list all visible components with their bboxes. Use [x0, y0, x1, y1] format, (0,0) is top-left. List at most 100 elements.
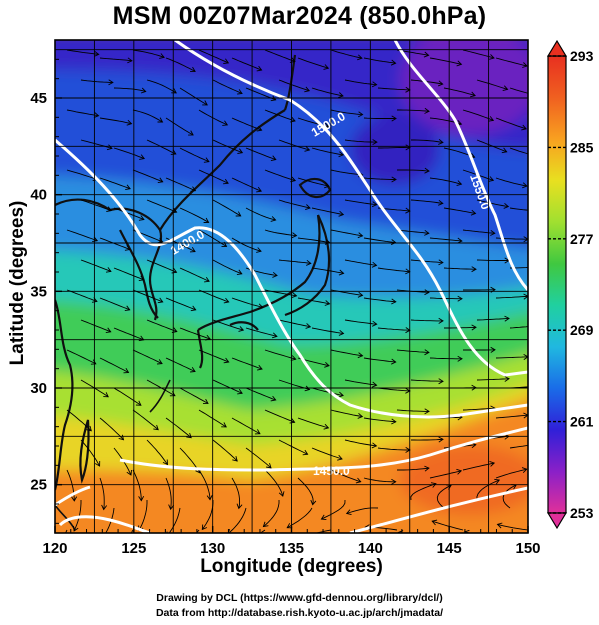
streamline-arrowhead: [291, 232, 298, 239]
streamline: [344, 199, 377, 206]
streamline-arrowhead: [570, 315, 575, 320]
streamline: [113, 387, 142, 406]
streamline: [330, 469, 361, 483]
streamline: [198, 49, 229, 64]
streamline: [264, 49, 296, 62]
streamline: [363, 297, 396, 303]
streamline-arrowhead: [223, 357, 230, 364]
streamline-arrowhead: [504, 315, 510, 322]
streamline: [264, 469, 284, 497]
streamline-arrowhead: [522, 62, 528, 68]
streamline-arrowhead: [254, 429, 261, 435]
streamline: [429, 357, 462, 360]
streamline: [476, 378, 510, 381]
streamline-arrowhead: [206, 494, 213, 501]
streamline: [165, 177, 196, 192]
streamline-arrowhead: [159, 53, 165, 59]
streamline-arrowhead: [391, 298, 397, 305]
streamline-arrowhead: [338, 92, 344, 99]
streamline: [363, 477, 396, 483]
streamline-arrowhead: [223, 178, 229, 185]
streamline-arrowhead: [270, 95, 277, 102]
streamline-arrowhead: [235, 211, 242, 217]
streamline-arrowhead: [504, 376, 510, 382]
streamline: [245, 147, 276, 161]
streamline: [377, 447, 410, 451]
streamline-arrowhead: [86, 425, 92, 432]
streamline: [66, 169, 98, 180]
streamline: [436, 484, 452, 509]
streamline: [330, 409, 363, 418]
streamline-arrowhead: [156, 359, 163, 365]
streamline-arrowhead: [320, 514, 327, 521]
streamline-arrowhead: [222, 120, 229, 126]
streamline: [476, 259, 509, 261]
streamline: [132, 349, 163, 365]
streamline-arrowhead: [106, 206, 113, 212]
streamline-arrowhead: [190, 66, 196, 73]
streamline-arrowhead: [138, 215, 145, 221]
y-tick-label: 40: [30, 187, 47, 204]
streamline: [330, 109, 363, 116]
streamline-arrowhead: [536, 154, 541, 159]
streamline-arrowhead: [522, 182, 528, 189]
streamline: [429, 177, 462, 185]
streamline-arrowhead: [521, 467, 528, 474]
streamline: [113, 267, 144, 281]
streamline-arrowhead: [431, 519, 438, 526]
streamline: [80, 139, 113, 149]
streamline-arrowhead: [338, 269, 345, 276]
streamline-arrowhead: [257, 364, 263, 371]
streamline: [377, 87, 410, 91]
x-axis-ticks: 120 125 130 135 140 145 150: [42, 526, 541, 557]
streamline-arrowhead: [223, 297, 230, 304]
streamline-arrowhead: [256, 247, 262, 253]
streamline-arrowhead: [272, 271, 278, 278]
streamline-arrowhead: [490, 346, 496, 353]
streamline: [212, 199, 241, 217]
streamline: [99, 357, 129, 373]
streamline: [231, 357, 263, 370]
streamline-arrowhead: [371, 381, 378, 388]
streamline-arrowhead: [537, 323, 542, 328]
streamline: [509, 444, 528, 449]
streamline: [212, 439, 238, 462]
streamline-arrowhead: [123, 367, 130, 374]
streamline: [179, 207, 209, 223]
colorbar-tick-label: 277: [570, 231, 594, 247]
streamline: [330, 349, 363, 357]
streamline-arrowhead: [345, 509, 352, 516]
streamline-arrowhead: [457, 237, 463, 244]
streamline-arrowhead: [271, 332, 278, 339]
streamline-arrowhead: [323, 423, 330, 430]
streamline: [231, 57, 262, 71]
streamline: [198, 469, 211, 500]
streamline: [321, 499, 346, 520]
streamline: [363, 177, 396, 180]
streamline: [165, 117, 194, 136]
streamline-arrowhead: [570, 82, 575, 87]
streamline-arrowhead: [232, 455, 238, 462]
x-tick-label: 140: [358, 540, 383, 557]
streamline: [245, 207, 276, 221]
streamline-arrowhead: [221, 422, 227, 428]
streamline-arrowhead: [157, 237, 164, 244]
colorbar-max-arrow: [546, 39, 568, 57]
streamline: [231, 297, 263, 308]
streamline: [278, 259, 311, 264]
streamline-arrowhead: [236, 269, 243, 276]
streamline: [332, 538, 364, 539]
streamline: [278, 79, 310, 92]
streamline: [66, 289, 98, 302]
streamline-arrowhead: [108, 79, 114, 86]
streamline: [231, 237, 262, 252]
streamline: [179, 327, 211, 340]
temperature-field: [55, 40, 528, 533]
streamline: [99, 177, 131, 190]
streamline: [363, 417, 396, 423]
streamline: [132, 49, 165, 58]
figure-title: MSM 00Z07Mar2024 (850.0hPa): [112, 2, 487, 30]
streamline-arrowhead: [390, 59, 397, 66]
streamline-arrowhead: [189, 247, 196, 253]
streamline-arrowhead: [101, 504, 108, 511]
